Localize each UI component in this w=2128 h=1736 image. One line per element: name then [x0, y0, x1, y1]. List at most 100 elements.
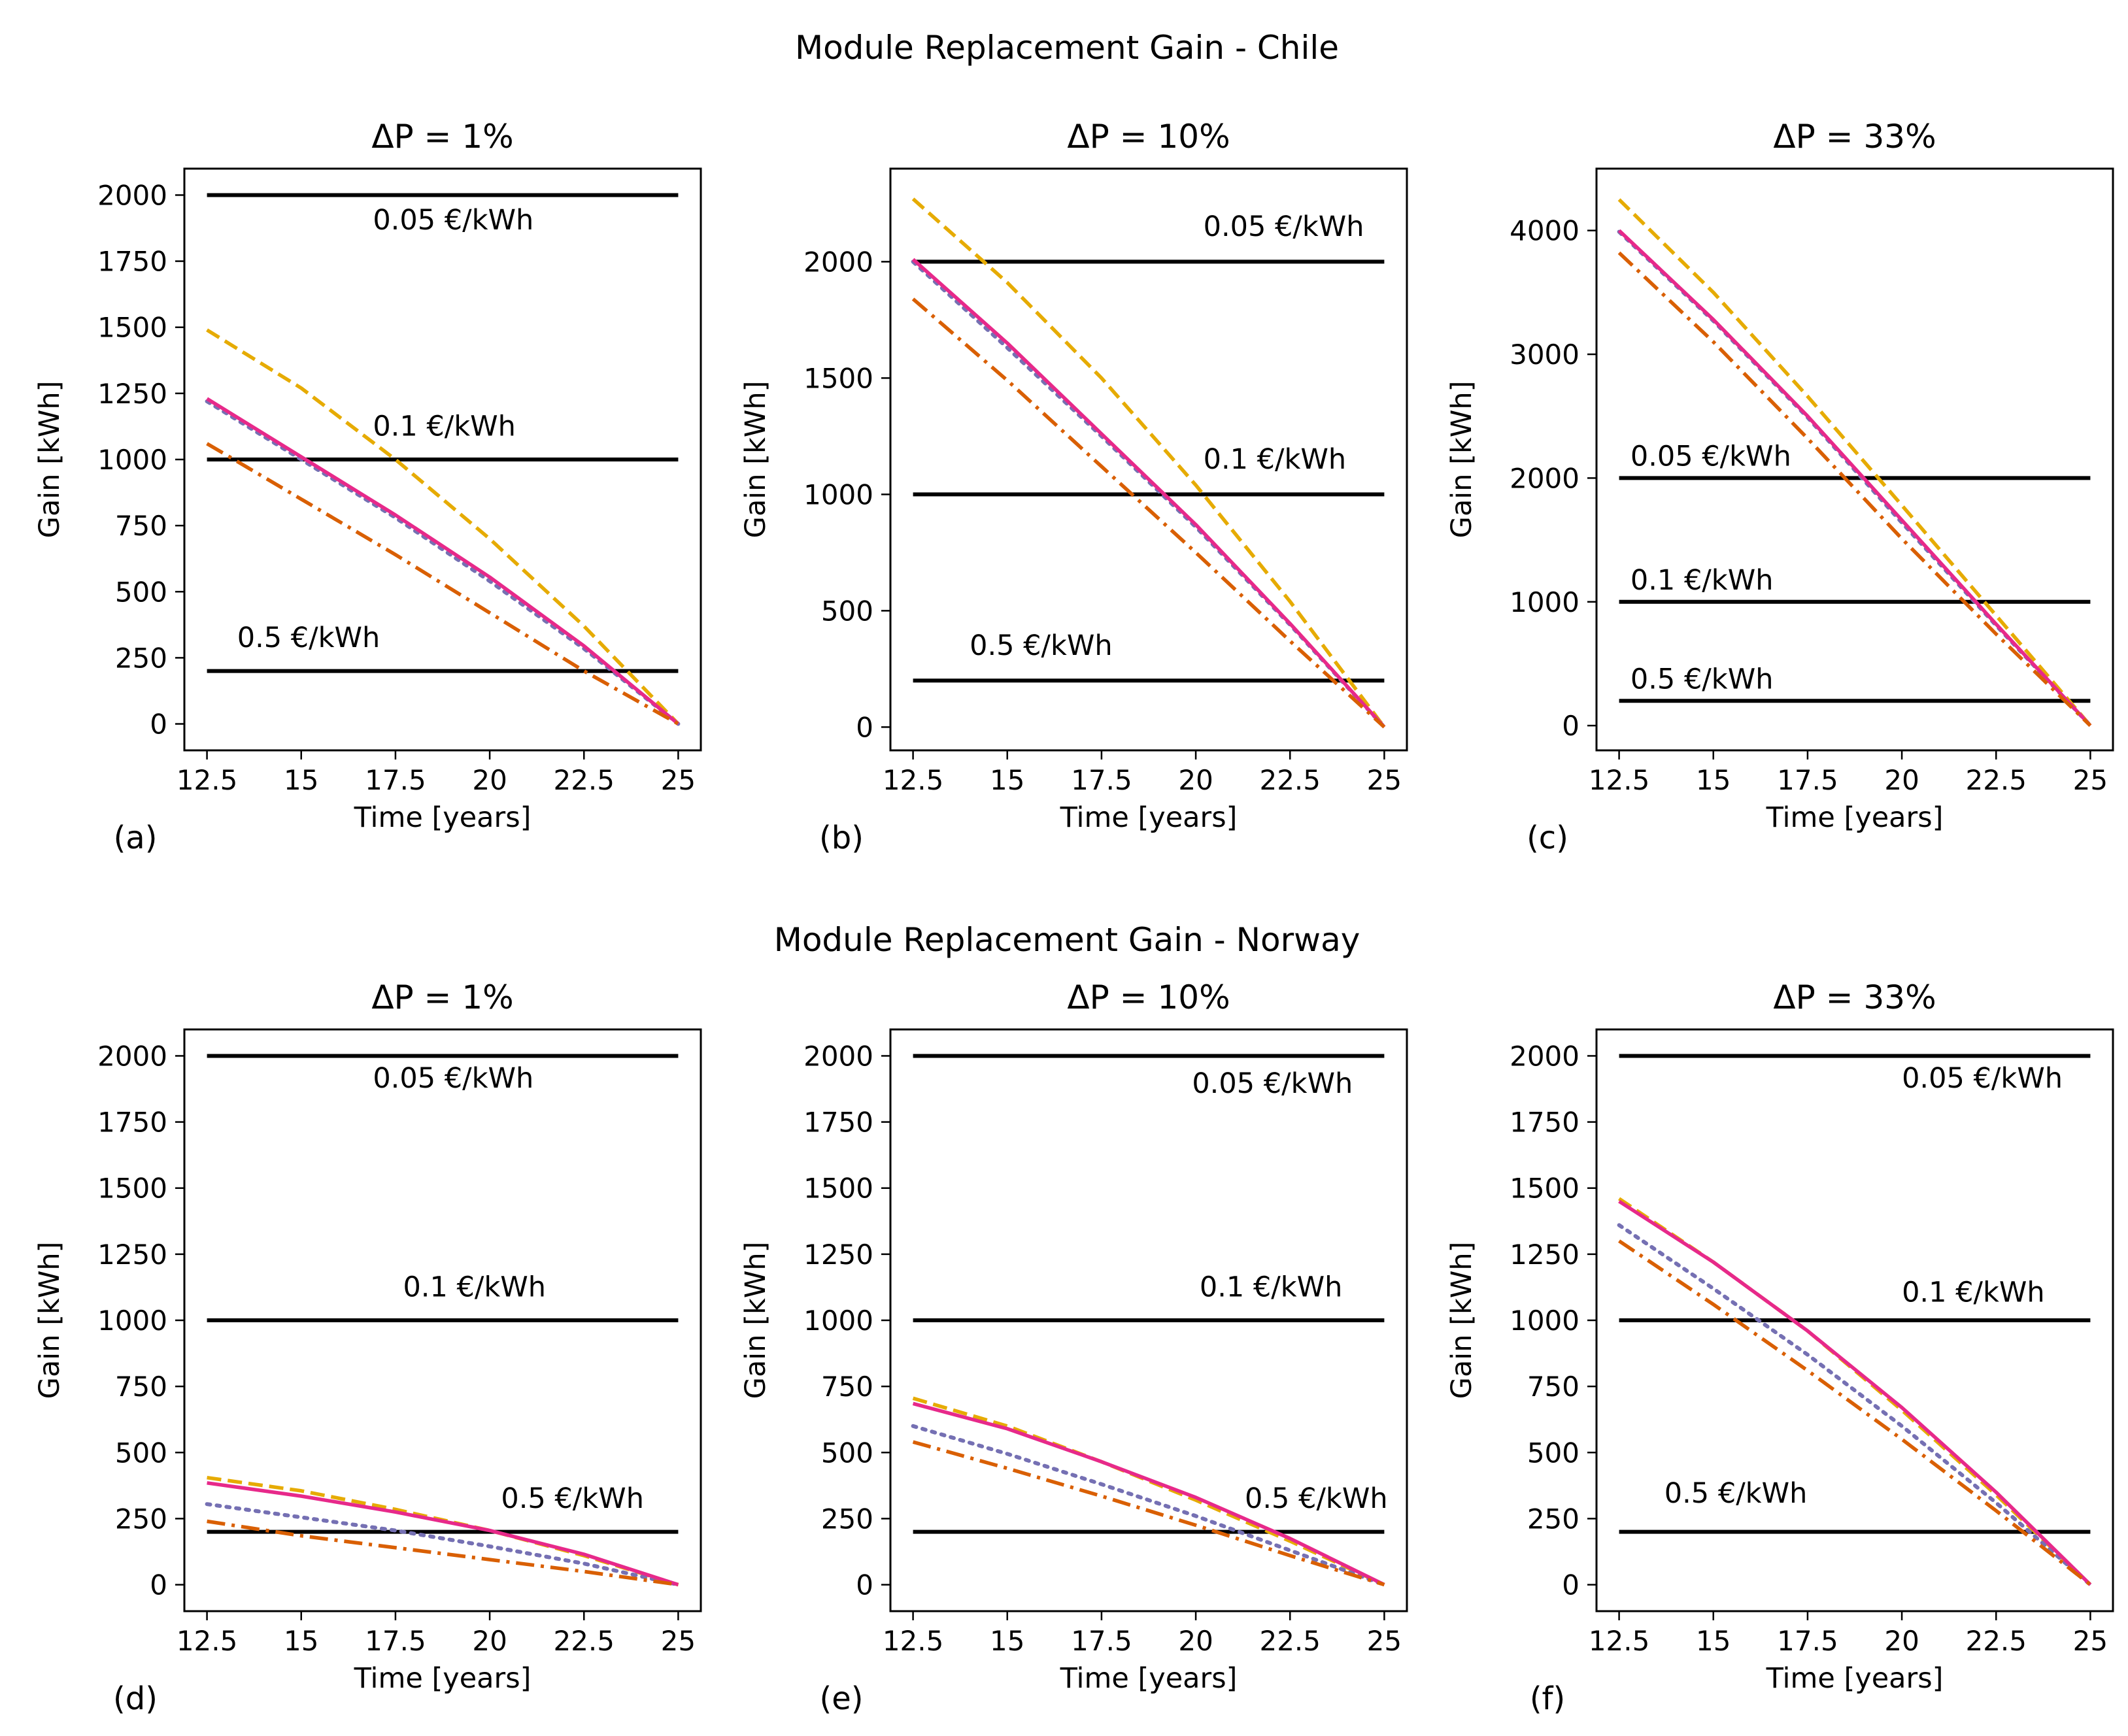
data-line-series-c	[1617, 229, 2092, 727]
suptitle-norway: Module Replacement Gain - Norway	[774, 921, 1360, 959]
x-tick-label: 22.5	[1965, 764, 2027, 796]
subplot-title: ΔP = 10%	[1067, 118, 1230, 156]
x-axis-label: Time [years]	[1766, 801, 1944, 834]
x-axis-label: Time [years]	[354, 801, 532, 834]
suptitle-chile: Module Replacement Gain - Chile	[795, 29, 1339, 67]
x-tick-label: 22.5	[1965, 1625, 2027, 1657]
x-tick-label: 25	[661, 764, 696, 796]
x-tick-label: 15	[990, 1625, 1024, 1657]
data-line-series-d	[207, 1519, 679, 1587]
threshold-label: 0.5 €/kWh	[1664, 1477, 1808, 1510]
y-axis-label: Gain [kWh]	[739, 1242, 772, 1399]
y-tick-label: 2000	[803, 246, 873, 278]
panel-label: (a)	[114, 820, 158, 856]
data-line-series-d	[912, 1440, 1385, 1587]
threshold-label: 0.05 €/kWh	[1630, 440, 1791, 473]
threshold-label: 0.5 €/kWh	[1245, 1482, 1388, 1515]
x-tick-label: 25	[1367, 1625, 1402, 1657]
data-line-series-b	[1617, 1223, 2093, 1587]
y-tick-label: 1500	[803, 362, 873, 394]
y-tick-label: 1250	[97, 378, 167, 410]
y-tick-label: 250	[115, 642, 167, 674]
x-tick-label: 20	[1178, 764, 1213, 796]
data-line-series-c	[912, 1401, 1385, 1586]
y-tick-label: 1250	[97, 1239, 167, 1271]
subplot-e: ΔP = 10%12.5 15 17.5 20 22.5 2502505007501000…	[739, 978, 1408, 1717]
panel-label: (e)	[820, 1680, 864, 1717]
y-tick-label: 0	[1562, 1569, 1579, 1601]
x-tick-label: 20	[1884, 764, 1919, 796]
y-axis-label: Gain [kWh]	[33, 1242, 66, 1399]
x-tick-label: 22.5	[1259, 1625, 1321, 1657]
data-line-series-a	[911, 197, 1386, 729]
y-tick-label: 750	[1527, 1371, 1579, 1403]
panel-label: (c)	[1527, 820, 1568, 856]
x-tick-label: 22.5	[553, 764, 615, 796]
y-tick-label: 1250	[803, 1239, 873, 1271]
data-line-series-d	[1618, 1239, 2092, 1586]
y-tick-label: 750	[115, 510, 167, 542]
y-tick-label: 4000	[1510, 215, 1579, 247]
x-tick-label: 15	[284, 1625, 318, 1657]
y-tick-label: 1750	[1510, 1107, 1579, 1139]
panel-label: (d)	[113, 1680, 158, 1717]
x-tick-label: 15	[1696, 1625, 1731, 1657]
threshold-label: 0.05 €/kWh	[1902, 1062, 2063, 1095]
data-line-series-a	[1617, 198, 2092, 727]
y-tick-label: 250	[115, 1503, 167, 1535]
y-tick-label: 500	[1527, 1437, 1579, 1469]
x-tick-label: 15	[1696, 764, 1731, 796]
x-axis-label: Time [years]	[354, 1662, 532, 1695]
threshold-label: 0.5 €/kWh	[237, 622, 380, 654]
panels: ΔP = 1%12.5 15 17.5 20 22.5 25025050075010001…	[33, 118, 2114, 1717]
x-tick-label: 25	[1367, 764, 1402, 796]
subplot-f: ΔP = 33%12.5 15 17.5 20 22.5 2502505007501000…	[1445, 978, 2114, 1717]
y-tick-label: 1000	[1510, 586, 1579, 618]
subplot-title: ΔP = 10%	[1067, 978, 1230, 1016]
data-line-series-d	[1617, 251, 2092, 727]
y-tick-label: 2000	[97, 179, 167, 211]
subplot-d: ΔP = 1%12.5 15 17.5 20 22.5 25025050075010001…	[33, 978, 702, 1717]
x-tick-label: 17.5	[365, 1625, 426, 1657]
y-tick-label: 1000	[97, 1305, 167, 1337]
data-line-series-d	[911, 297, 1386, 729]
x-axis-label: Time [years]	[1766, 1662, 1944, 1695]
y-tick-label: 1750	[803, 1107, 873, 1139]
y-tick-label: 1750	[97, 1107, 167, 1139]
data-line-series-a	[206, 328, 680, 726]
threshold-label: 0.05 €/kWh	[1204, 210, 1364, 243]
y-tick-label: 1000	[803, 478, 873, 510]
threshold-label: 0.05 €/kWh	[1192, 1067, 1353, 1100]
y-tick-label: 1000	[803, 1305, 873, 1337]
y-tick-label: 2000	[1510, 462, 1579, 494]
data-line-series-c	[207, 1481, 679, 1587]
threshold-label: 0.05 €/kWh	[373, 204, 533, 237]
y-tick-label: 2000	[803, 1040, 873, 1072]
y-tick-label: 2000	[97, 1040, 167, 1072]
x-tick-label: 17.5	[1777, 1625, 1838, 1657]
y-axis-label: Gain [kWh]	[1445, 1242, 1478, 1399]
y-tick-label: 0	[856, 1569, 873, 1601]
x-tick-label: 25	[2073, 764, 2108, 796]
subplot-b: ΔP = 10% 12.5 15 17.5 20 22.5 25 0 500 1000 1500 20…	[739, 118, 1408, 856]
axes-frame	[889, 167, 1408, 752]
y-tick-label: 250	[821, 1503, 873, 1535]
data-line-series-b	[205, 1502, 681, 1587]
y-tick-label: 500	[115, 1437, 167, 1469]
y-tick-label: 750	[821, 1371, 873, 1403]
x-tick-label: 20	[472, 1625, 507, 1657]
data-line-series-b	[911, 1424, 1387, 1587]
y-tick-label: 0	[150, 1569, 167, 1601]
panel-label: (b)	[819, 820, 864, 856]
x-tick-label: 22.5	[1259, 764, 1321, 796]
data-line-series-a	[912, 1396, 1385, 1586]
subplot-c: ΔP = 33% 12.5 15 17.5 20 22.5 25 0 1000 2000 3000 4…	[1445, 118, 2114, 856]
panel-label: (f)	[1530, 1680, 1565, 1717]
y-axis-label: Gain [kWh]	[33, 381, 66, 539]
y-tick-label: 1000	[1510, 1305, 1579, 1337]
data-line-series-c	[911, 258, 1386, 729]
x-tick-label: 17.5	[1071, 1625, 1132, 1657]
y-tick-label: 750	[115, 1371, 167, 1403]
x-tick-label: 12.5	[177, 764, 238, 796]
threshold-label: 0.5 €/kWh	[501, 1482, 644, 1515]
